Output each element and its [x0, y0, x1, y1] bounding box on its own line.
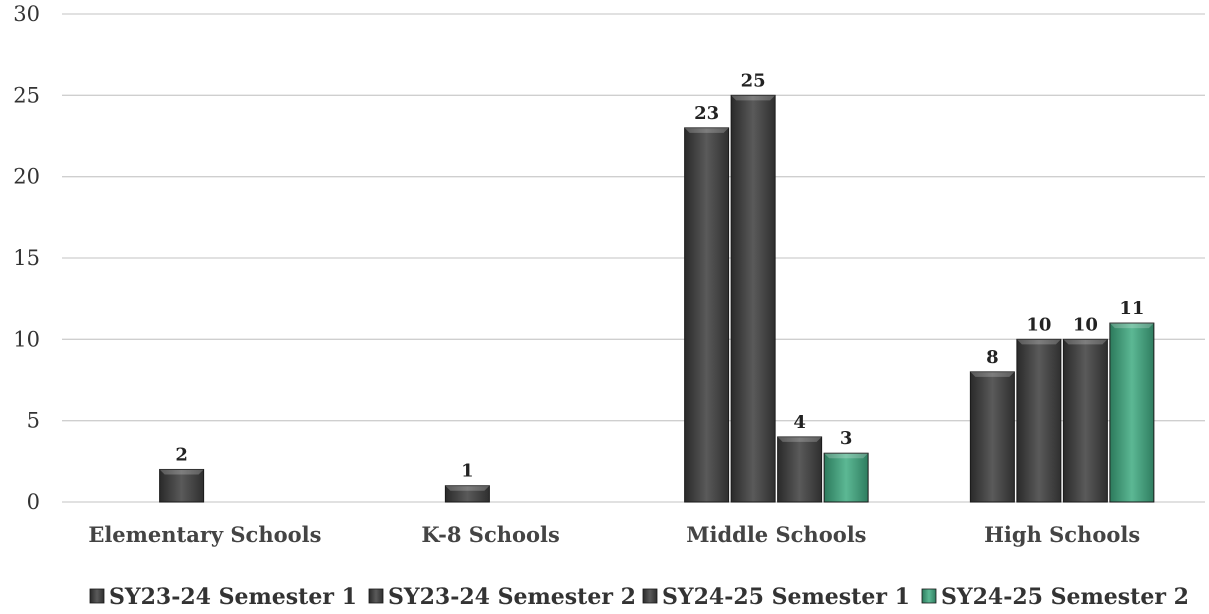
- x-axis-categories: Elementary Schools K-8 Schools Middle Scho…: [88, 522, 1140, 547]
- gridlines: [62, 13, 1205, 503]
- bar: [684, 127, 730, 503]
- y-tick-label: 25: [13, 83, 40, 107]
- data-label: 23: [694, 103, 719, 124]
- category-label: Middle Schools: [686, 522, 866, 547]
- bar: [969, 371, 1015, 503]
- y-tick-label: 15: [13, 246, 40, 270]
- data-label: 10: [1026, 314, 1051, 335]
- y-tick-label: 5: [27, 409, 40, 433]
- legend-swatch: [642, 588, 658, 604]
- data-label: 4: [793, 412, 806, 433]
- bar-bevel: [970, 371, 1015, 377]
- legend-swatch: [368, 588, 384, 604]
- legend-label: SY23-24 Semester 1: [109, 584, 357, 610]
- category-label: K-8 Schools: [421, 522, 559, 547]
- bar: [444, 485, 490, 503]
- legend-label: SY23-24 Semester 2: [388, 584, 636, 610]
- bar-bevel: [1109, 323, 1154, 329]
- legend-swatch: [921, 588, 937, 604]
- bar-bevel: [159, 469, 204, 475]
- data-label: 10: [1073, 314, 1098, 335]
- y-axis-ticks: 0 5 10 15 20 25 30: [13, 2, 40, 514]
- bar-bevel: [1016, 339, 1061, 345]
- bar-bevel: [1063, 339, 1108, 345]
- bar: [1016, 338, 1062, 503]
- bar-bevel: [777, 436, 822, 442]
- legend: SY23-24 Semester 1 SY23-24 Semester 2 SY24…: [89, 584, 1189, 610]
- legend-label: SY24-25 Semester 1: [662, 584, 910, 610]
- bar: [823, 452, 869, 503]
- bar-bevel: [824, 453, 869, 459]
- category-label: Elementary Schools: [88, 522, 321, 547]
- data-label: 8: [986, 347, 999, 368]
- bar: [777, 436, 823, 503]
- bar-bevel: [731, 95, 776, 101]
- y-tick-label: 0: [27, 490, 40, 514]
- category-label: High Schools: [984, 522, 1140, 547]
- bar-bevel: [445, 485, 490, 491]
- bar: [159, 468, 205, 503]
- bars: [159, 94, 1155, 503]
- data-label: 25: [741, 70, 766, 91]
- legend-swatch: [89, 588, 105, 604]
- data-label: 1: [461, 461, 474, 482]
- data-label: 3: [840, 428, 853, 449]
- data-label: 11: [1119, 298, 1144, 319]
- y-tick-label: 30: [13, 2, 40, 26]
- bar-bevel: [684, 127, 729, 133]
- bar: [1062, 338, 1108, 503]
- bar: [1109, 322, 1155, 503]
- y-tick-label: 20: [13, 165, 40, 189]
- y-tick-label: 10: [13, 327, 40, 351]
- data-label: 2: [175, 444, 188, 465]
- legend-label: SY24-25 Semester 2: [941, 584, 1189, 610]
- bar: [730, 94, 776, 503]
